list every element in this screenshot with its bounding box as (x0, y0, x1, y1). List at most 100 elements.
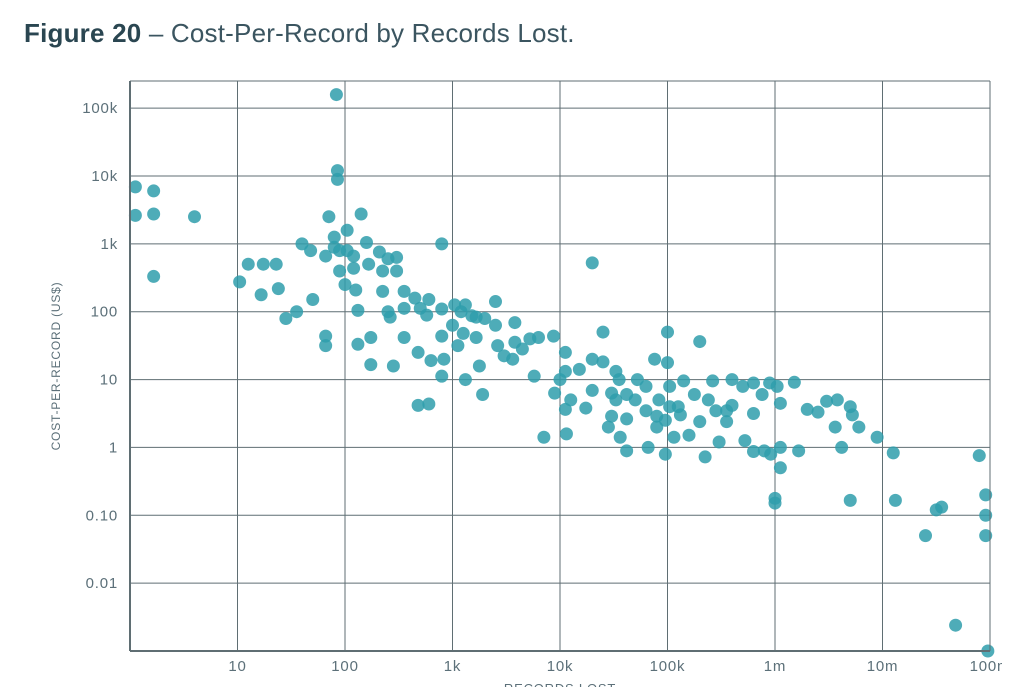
data-point (706, 375, 719, 388)
data-point (693, 415, 706, 428)
data-point (390, 251, 403, 264)
data-point (387, 360, 400, 373)
y-axis-label: COST-PER-RECORD (US$) (49, 282, 63, 451)
data-point (688, 388, 701, 401)
data-point (412, 346, 425, 359)
x-tick-label: 10k (547, 658, 574, 675)
data-point (812, 406, 825, 419)
data-point (642, 441, 655, 454)
x-tick-label: 10 (228, 658, 246, 675)
y-tick-label: 1 (109, 440, 118, 457)
data-point (548, 387, 561, 400)
data-point (272, 282, 285, 295)
data-point (351, 338, 364, 351)
data-point (188, 210, 201, 223)
data-point (887, 447, 900, 460)
data-point (559, 365, 572, 378)
y-tick-label: 100 (91, 304, 118, 321)
data-point (347, 262, 360, 275)
data-point (774, 397, 787, 410)
data-point (233, 276, 246, 289)
data-point (435, 303, 448, 316)
data-point (457, 327, 470, 340)
data-point (355, 208, 368, 221)
data-point (425, 354, 438, 367)
data-point (528, 370, 541, 383)
data-point (306, 293, 319, 306)
data-point (667, 431, 680, 444)
data-point (844, 494, 857, 507)
data-point (659, 414, 672, 427)
data-point (620, 413, 633, 426)
data-point (319, 250, 332, 263)
data-point (290, 305, 303, 318)
data-point (640, 380, 653, 393)
data-point (364, 358, 377, 371)
data-point (476, 388, 489, 401)
x-tick-label: 100k (650, 658, 686, 675)
data-point (659, 448, 672, 461)
data-point (420, 309, 433, 322)
figure-container: Figure 20 – Cost-Per-Record by Records L… (0, 0, 1024, 689)
data-point (330, 88, 343, 101)
data-point (774, 461, 787, 474)
figure-number: Figure 20 (24, 18, 141, 48)
data-point (774, 441, 787, 454)
data-point (435, 238, 448, 251)
data-point (451, 339, 464, 352)
data-point (652, 394, 665, 407)
data-point (537, 431, 550, 444)
data-point (446, 319, 459, 332)
data-point (677, 375, 690, 388)
figure-caption: Cost-Per-Record by Records Lost. (171, 18, 575, 48)
data-point (347, 250, 360, 263)
data-point (362, 258, 375, 271)
data-point (255, 288, 268, 301)
data-point (661, 356, 674, 369)
data-point (661, 326, 674, 339)
data-point (147, 185, 160, 198)
data-point (726, 399, 739, 412)
data-point (422, 398, 435, 411)
data-point (435, 330, 448, 343)
data-point (674, 409, 687, 422)
data-point (470, 331, 483, 344)
x-tick-label: 1k (444, 658, 461, 675)
data-point (614, 431, 627, 444)
data-point (147, 270, 160, 283)
data-point (648, 353, 661, 366)
y-tick-label: 0.10 (86, 507, 118, 524)
data-point (147, 208, 160, 221)
data-point (341, 224, 354, 237)
data-point (586, 384, 599, 397)
data-point (559, 346, 572, 359)
x-tick-label: 100m (970, 658, 1002, 675)
data-point (831, 394, 844, 407)
data-point (702, 394, 715, 407)
data-point (747, 407, 760, 420)
figure-sep: – (141, 18, 171, 48)
data-point (473, 360, 486, 373)
data-point (376, 265, 389, 278)
data-point (564, 394, 577, 407)
data-point (788, 376, 801, 389)
data-point (829, 421, 842, 434)
data-point (573, 363, 586, 376)
data-point (720, 415, 733, 428)
data-point (597, 356, 610, 369)
data-point (360, 236, 373, 249)
data-point (713, 436, 726, 449)
data-point (437, 353, 450, 366)
x-tick-label: 10m (867, 658, 899, 675)
data-point (489, 295, 502, 308)
x-tick-label: 100 (331, 658, 358, 675)
data-point (478, 312, 491, 325)
data-point (629, 394, 642, 407)
data-point (331, 173, 344, 186)
scatter-chart: 101001k10k100k1m10m100m0.010.101101001k1… (22, 55, 1002, 687)
data-point (319, 339, 332, 352)
data-point (769, 497, 782, 510)
data-point (304, 244, 317, 257)
data-point (846, 409, 859, 422)
data-point (586, 257, 599, 270)
